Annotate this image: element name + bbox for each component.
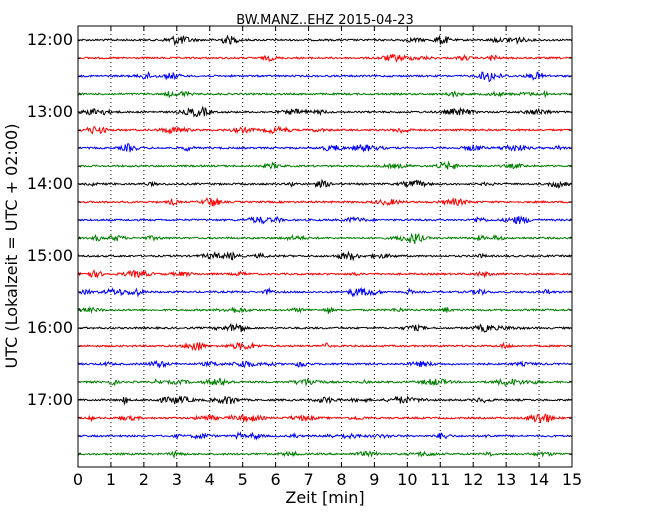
y-tick-label: 15:00 <box>27 246 73 265</box>
seismogram-trace <box>77 71 572 83</box>
x-tick-label: 14 <box>529 470 549 489</box>
x-tick-label: 1 <box>106 470 116 489</box>
grid-layer <box>110 26 540 467</box>
seismogram-trace <box>77 395 572 406</box>
seismogram-trace <box>77 250 572 262</box>
x-tick-label: 4 <box>205 470 215 489</box>
seismogram-trace <box>78 232 573 245</box>
x-tick-label: 10 <box>397 470 417 489</box>
x-tick-label: 9 <box>369 470 379 489</box>
seismogram-trace <box>77 341 572 351</box>
seismogram-trace <box>77 359 572 369</box>
y-axis-ticks: 12:00 13:00 14:00 15:00 16:00 17:00 <box>27 30 572 455</box>
x-axis-label: Zeit [min] <box>285 488 364 507</box>
x-tick-label: 11 <box>430 470 450 489</box>
x-tick-label: 8 <box>336 470 346 489</box>
y-tick-label: 14:00 <box>27 174 73 193</box>
seismogram-trace <box>77 89 573 99</box>
y-tick-label: 13:00 <box>27 102 73 121</box>
plot-frame <box>77 25 573 468</box>
seismogram-trace <box>77 143 572 153</box>
x-tick-label: 12 <box>463 470 483 489</box>
seismogram-trace <box>77 197 572 207</box>
x-tick-label: 5 <box>238 470 248 489</box>
seismogram-trace <box>77 431 572 441</box>
seismogram-trace <box>77 178 572 189</box>
x-tick-label: 13 <box>496 470 516 489</box>
seismogram-trace <box>77 53 572 63</box>
seismogram-trace <box>77 322 572 333</box>
x-tick-label: 6 <box>271 470 281 489</box>
x-tick-label: 15 <box>562 470 582 489</box>
y-tick-label: 16:00 <box>27 318 73 337</box>
traces-layer <box>77 34 573 459</box>
seismogram-trace <box>77 215 572 225</box>
seismogram-trace <box>77 306 572 315</box>
seismogram-trace <box>77 268 572 279</box>
seismogram-trace <box>77 34 572 47</box>
seismogram-trace <box>77 160 573 170</box>
x-axis-ticks: 0 1 2 3 4 5 6 7 8 9 10 11 12 13 14 15 <box>73 26 582 489</box>
seismogram-trace <box>77 413 572 424</box>
x-tick-label: 0 <box>73 470 83 489</box>
y-tick-label: 12:00 <box>27 30 73 49</box>
seismogram-trace <box>77 377 572 387</box>
seismogram-trace <box>77 450 573 459</box>
seismogram-trace <box>77 105 572 118</box>
y-axis-label: UTC (Lokalzeit = UTC + 02:00) <box>2 124 21 369</box>
x-tick-label: 2 <box>139 470 149 489</box>
chart-title: BW.MANZ..EHZ 2015-04-23 <box>236 13 414 28</box>
seismogram-trace <box>77 286 572 298</box>
seismogram-trace <box>77 125 572 135</box>
y-tick-label: 17:00 <box>27 390 73 409</box>
x-tick-label: 7 <box>303 470 313 489</box>
x-tick-label: 3 <box>172 470 182 489</box>
